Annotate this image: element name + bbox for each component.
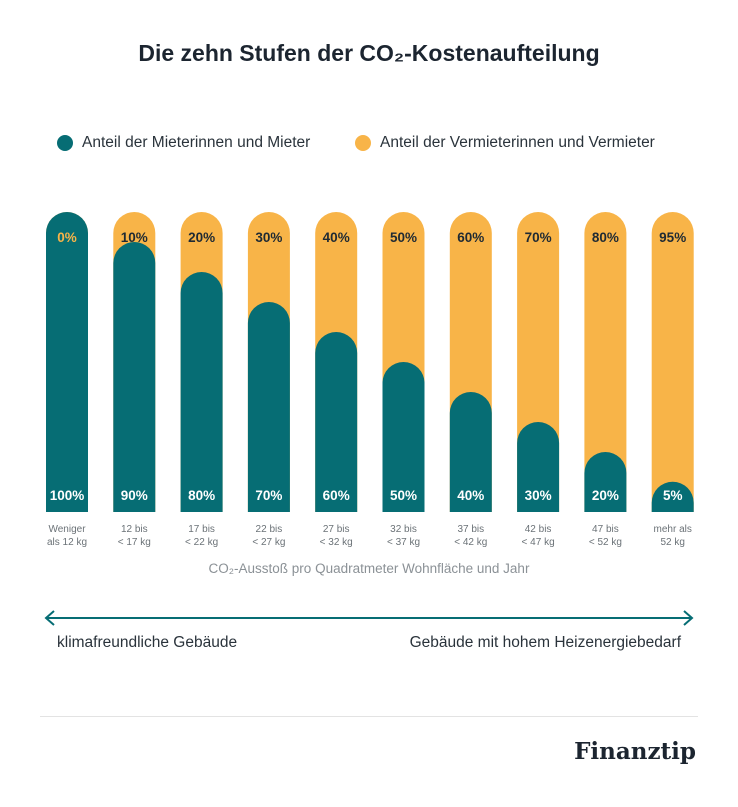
data-label-tenant: 90% [121,488,148,503]
data-label-landlord: 70% [525,230,552,245]
tick-label: als 12 kg [47,537,87,548]
data-label-tenant: 60% [323,488,350,503]
data-label-tenant: 40% [457,488,484,503]
tick-label: < 32 kg [320,537,353,548]
tick-label: 52 kg [660,537,684,548]
scale-label-right: Gebäude mit hohem Heizenergiebedarf [409,634,681,651]
legend-item-tenant: Anteil der Mieterinnen und Mieter [57,134,310,152]
data-label-landlord: 80% [592,230,619,245]
tick-label: 32 bis [390,524,417,535]
chart-title: Die zehn Stufen der CO₂-Kostenaufteilung [138,40,600,66]
tick-label: 27 bis [323,524,350,535]
tick-label: < 42 kg [454,537,487,548]
data-label-landlord: 60% [457,230,484,245]
data-label-landlord: 50% [390,230,417,245]
bar-tenant-6 [382,362,425,512]
bar-tenant-8 [517,422,560,512]
bar-chart: 0% 100% Weniger als 12 kg 10% 90% 12 bis < 17 k… [46,212,694,576]
legend: Anteil der Mieterinnen und Mieter Anteil… [0,134,738,156]
divider [40,716,698,717]
scale-arrow [44,608,694,628]
bar-tenant-2 [113,242,156,512]
legend-item-landlord: Anteil der Vermieterinnen und Vermieter [355,134,655,152]
data-label-landlord: 20% [188,230,215,245]
data-label-tenant: 5% [663,488,683,503]
bar-tenant-9 [584,452,627,512]
legend-label-landlord: Anteil der Vermieterinnen und Vermieter [380,134,655,151]
tick-label: 47 bis [592,524,619,535]
data-label-landlord: 95% [659,230,686,245]
data-label-landlord: 40% [323,230,350,245]
tick-label: 42 bis [525,524,552,535]
tick-label: < 52 kg [589,537,622,548]
scale-label-left: klimafreundliche Gebäude [57,634,238,651]
bar-tenant-3 [180,272,223,512]
data-label-landlord: 0% [57,230,77,245]
data-label-tenant: 70% [255,488,282,503]
data-label-landlord: 10% [121,230,148,245]
double-arrow-icon [44,610,694,626]
tick-label: mehr als [654,524,692,535]
tick-label: < 27 kg [252,537,285,548]
data-label-tenant: 50% [390,488,417,503]
legend-swatch-landlord [355,135,371,151]
tick-label: 12 bis [121,524,148,535]
bar-landlord-10 [651,212,694,513]
tick-label: < 17 kg [118,537,151,548]
data-label-tenant: 20% [592,488,619,503]
tick-label: < 37 kg [387,537,420,548]
data-label-landlord: 30% [255,230,282,245]
x-axis-label: CO₂-Ausstoß pro Quadratmeter Wohnfläche … [209,561,530,576]
bar-tenant-1 [46,212,88,512]
bar-tenant-7 [449,392,492,512]
tick-label: 17 bis [188,524,215,535]
tick-label: Weniger [48,524,86,535]
tick-label: < 47 kg [522,537,555,548]
tick-label: 22 bis [256,524,283,535]
data-label-tenant: 30% [525,488,552,503]
legend-swatch-tenant [57,135,73,151]
bar-landlord-9 [584,212,627,513]
data-label-tenant: 100% [50,488,85,503]
bar-tenant-5 [315,332,358,512]
tick-label: < 22 kg [185,537,218,548]
bar-tenant-4 [247,302,290,512]
tick-label: 37 bis [457,524,484,535]
data-label-tenant: 80% [188,488,215,503]
bar-tenant-10 [651,481,694,512]
brand-logo: Finanztip [574,738,696,765]
legend-label-tenant: Anteil der Mieterinnen und Mieter [82,134,311,151]
